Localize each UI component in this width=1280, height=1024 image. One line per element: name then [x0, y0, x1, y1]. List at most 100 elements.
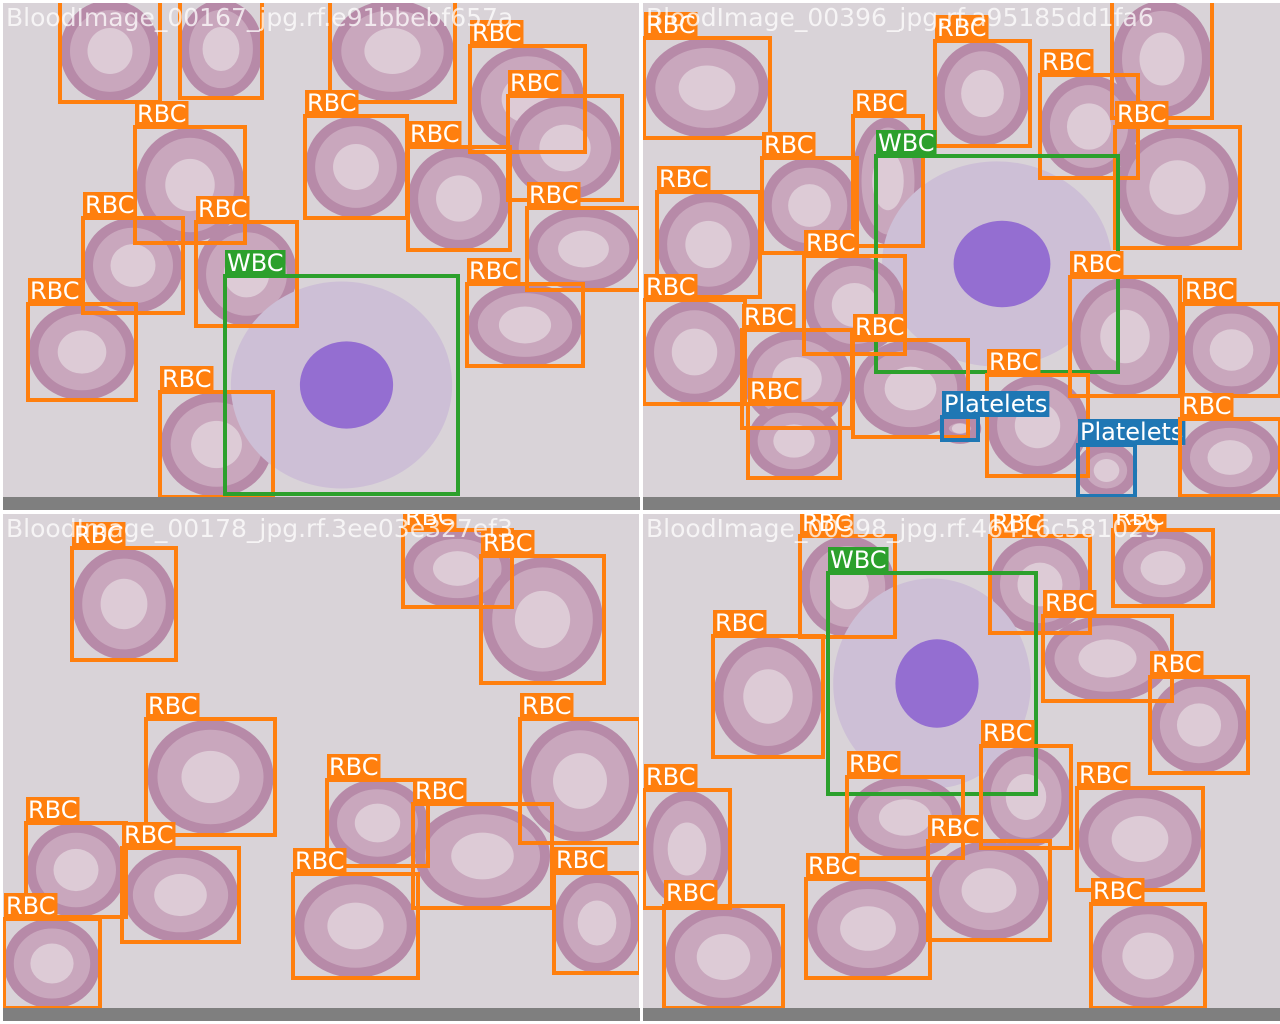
cell-center — [364, 28, 421, 74]
bounding-box — [133, 125, 247, 245]
box-label-bg — [1150, 651, 1204, 677]
box-label: RBC — [1185, 277, 1234, 305]
box-label-bg — [847, 751, 901, 777]
cell-center — [1122, 932, 1174, 980]
box-label: RBC — [483, 529, 532, 557]
bounding-box — [158, 390, 275, 497]
cell-center — [1176, 703, 1222, 747]
tile-footer — [643, 497, 1280, 510]
bounding-box — [144, 717, 277, 837]
box-label: RBC — [744, 303, 793, 331]
cell-center — [354, 803, 401, 843]
cell-center — [498, 306, 552, 344]
box-label-bg — [853, 314, 907, 340]
box-label-bg — [403, 514, 457, 530]
cell-center — [539, 124, 591, 172]
box-label: RBC — [1093, 877, 1142, 905]
box-label-bg — [1077, 762, 1131, 788]
box-label-bg — [4, 893, 58, 919]
cell-center — [154, 873, 207, 917]
cell-center — [451, 832, 514, 880]
box-label-bg — [1040, 49, 1094, 75]
image-filename: BloodImage_00396_jpg.rf.a95185dd1fa6 — [646, 3, 1154, 32]
box-label-bg — [520, 693, 574, 719]
cell-center — [840, 906, 896, 951]
cell-center — [1207, 440, 1253, 475]
box-label: RBC — [510, 69, 559, 97]
box-label: RBC — [802, 509, 851, 537]
cell-center — [432, 551, 483, 586]
cell-center — [1111, 816, 1169, 862]
box-label-bg — [508, 70, 562, 96]
box-label: RBC — [1079, 761, 1128, 789]
box-label: RBC — [405, 503, 454, 531]
cell-center — [1139, 32, 1185, 86]
tile-footer — [3, 497, 640, 510]
bounding-box — [643, 36, 772, 140]
box-label: RBC — [522, 692, 571, 720]
bounding-box — [120, 846, 241, 944]
box-label-bg — [981, 720, 1035, 746]
box-label-bg — [1180, 393, 1234, 419]
box-label-bg — [1070, 251, 1124, 277]
bounding-box — [291, 872, 420, 980]
cell-center — [667, 822, 707, 876]
box-label-bg — [135, 101, 189, 127]
cell-center — [961, 868, 1017, 913]
bounding-box — [468, 44, 587, 154]
box-label-bg — [806, 853, 860, 879]
box-label: WBC — [878, 129, 935, 157]
box-label-bg — [657, 166, 711, 192]
cell-center — [514, 590, 571, 649]
bounding-box — [465, 282, 585, 368]
cell-center — [577, 900, 617, 946]
cell-center — [1066, 103, 1112, 150]
cell-center — [951, 423, 969, 434]
box-label: RBC — [295, 847, 344, 875]
box-label: RBC — [472, 19, 521, 47]
box-label-bg — [293, 848, 347, 874]
box-label-bg — [83, 192, 137, 218]
cell-center — [878, 799, 932, 836]
box-label: RBC — [162, 365, 211, 393]
cell-center — [87, 28, 133, 74]
box-label: RBC — [6, 892, 55, 920]
cell-center — [327, 902, 384, 950]
tile-footer — [3, 1008, 640, 1021]
box-label-bg — [800, 514, 854, 536]
cell-center — [181, 750, 240, 804]
cell-center — [1100, 309, 1150, 364]
cell-center — [1093, 459, 1120, 482]
image-tile: RBC RBC RBC WBC RBC RBC RBC RBC RBC RBC RBC RBC RBC R… — [643, 509, 1280, 1008]
box-label: RBC — [666, 879, 715, 907]
cell-center — [553, 753, 607, 809]
bounding-box — [662, 904, 785, 1008]
bounding-box — [411, 802, 554, 910]
box-label-bg — [305, 90, 359, 116]
box-label-bg — [713, 610, 767, 636]
box-label-bg — [72, 522, 126, 548]
cell-center — [678, 65, 736, 111]
cell-center — [1209, 329, 1254, 371]
box-label-bg — [1078, 419, 1186, 445]
cell-center — [671, 328, 718, 376]
cell-center — [1078, 639, 1137, 678]
cell-center — [743, 669, 793, 724]
box-label: RBC — [750, 377, 799, 405]
cell-center — [884, 366, 937, 411]
bounding-box — [26, 302, 138, 402]
wbc-nucleus — [953, 220, 1051, 308]
cell-center — [100, 578, 148, 630]
bounding-box — [401, 528, 514, 609]
image-filename: BloodImage_00178_jpg.rf.3ee03e327ef3 — [6, 514, 513, 543]
bounding-box — [1068, 275, 1182, 398]
box-label-bg — [742, 304, 796, 330]
box-label-bg — [554, 847, 608, 873]
box-label: RBC — [137, 100, 186, 128]
image-filename: BloodImage_00167_jpg.rf.e91bbebf657a — [6, 3, 513, 32]
box-label-bg — [644, 274, 698, 300]
box-label: WBC — [227, 249, 284, 277]
